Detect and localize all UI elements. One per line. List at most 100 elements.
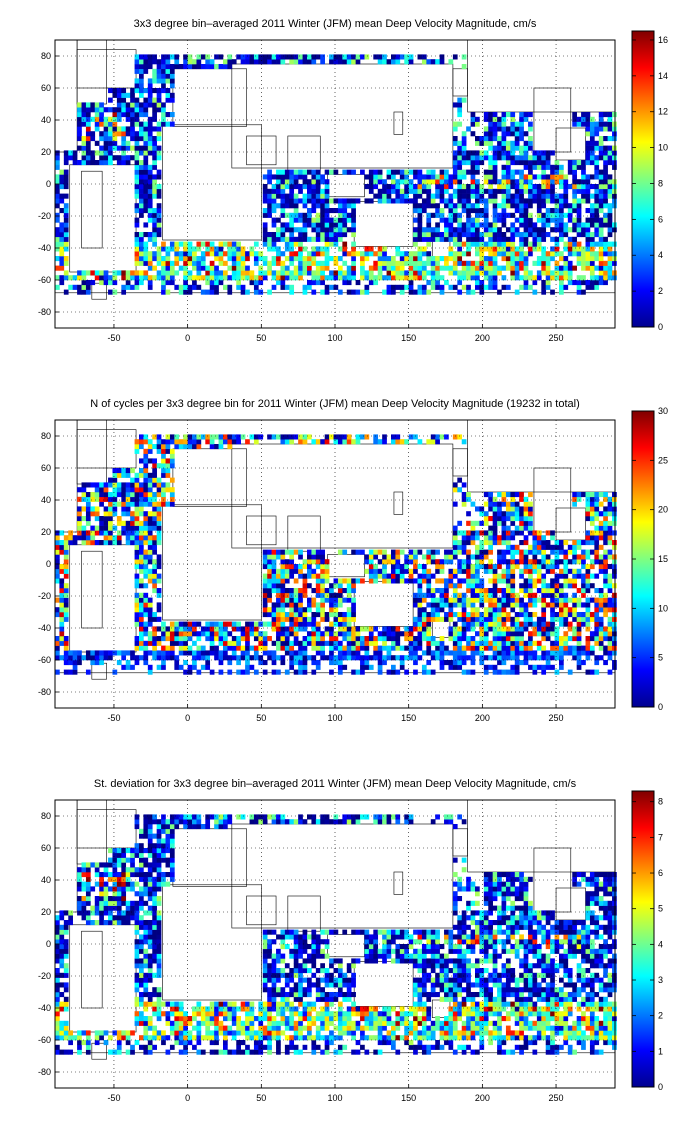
heatmap-cell bbox=[528, 174, 533, 180]
heatmap-cell bbox=[63, 559, 69, 565]
heatmap-cell bbox=[289, 664, 295, 670]
heatmap-cell bbox=[497, 184, 502, 190]
heatmap-cell bbox=[200, 289, 206, 295]
heatmap-cell bbox=[298, 54, 303, 60]
heatmap-cell bbox=[59, 540, 65, 546]
heatmap-cell bbox=[612, 150, 617, 156]
heatmap-cell bbox=[391, 169, 396, 175]
heatmap-cell bbox=[94, 102, 100, 108]
heatmap-cell bbox=[253, 241, 259, 247]
heatmap-cell bbox=[430, 597, 436, 603]
heatmap-cell bbox=[581, 602, 586, 608]
heatmap-cell bbox=[541, 621, 547, 627]
heatmap-cell bbox=[143, 554, 149, 560]
heatmap-cell bbox=[178, 645, 184, 651]
heatmap-cell bbox=[470, 188, 476, 194]
heatmap-cell bbox=[298, 227, 303, 233]
heatmap-cell bbox=[311, 280, 317, 286]
heatmap-cell bbox=[262, 660, 268, 666]
heatmap-cell bbox=[532, 246, 538, 252]
heatmap-cell bbox=[603, 217, 608, 223]
heatmap-cell bbox=[567, 184, 573, 190]
heatmap-cell bbox=[55, 554, 60, 560]
heatmap-cell bbox=[559, 607, 564, 613]
heatmap-cell bbox=[289, 275, 295, 281]
heatmap-cell bbox=[589, 251, 595, 257]
heatmap-cell bbox=[337, 645, 343, 651]
heatmap-cell bbox=[302, 626, 308, 632]
heatmap-cell bbox=[351, 439, 356, 445]
heatmap-cell bbox=[134, 535, 140, 541]
heatmap-cell bbox=[541, 535, 547, 541]
heatmap-cell bbox=[603, 184, 608, 190]
heatmap-cell bbox=[342, 645, 348, 651]
heatmap-cell bbox=[134, 160, 140, 166]
heatmap-cell bbox=[563, 578, 569, 584]
heatmap-cell bbox=[81, 525, 87, 531]
heatmap-cell bbox=[99, 112, 104, 118]
heatmap-cell bbox=[276, 174, 281, 180]
heatmap-cell bbox=[523, 236, 529, 242]
heatmap-cell bbox=[63, 588, 69, 594]
heatmap-cell bbox=[108, 540, 113, 546]
heatmap-cell bbox=[333, 54, 339, 60]
heatmap-cell bbox=[488, 568, 493, 574]
heatmap-cell bbox=[245, 289, 250, 295]
heatmap-cell bbox=[139, 468, 144, 474]
heatmap-cell bbox=[435, 602, 440, 608]
heatmap-cell bbox=[594, 535, 600, 541]
heatmap-cell bbox=[594, 140, 600, 146]
heatmap-cell bbox=[130, 112, 135, 118]
heatmap-cell bbox=[63, 227, 69, 233]
heatmap-cell bbox=[559, 655, 564, 661]
heatmap-cell bbox=[598, 655, 604, 661]
heatmap-cell bbox=[532, 554, 538, 560]
heatmap-cell bbox=[373, 193, 379, 199]
heatmap-cell bbox=[214, 275, 219, 281]
heatmap-cell bbox=[289, 212, 295, 218]
heatmap-cell bbox=[187, 260, 193, 266]
heatmap-cell bbox=[99, 487, 104, 493]
heatmap-cell bbox=[103, 160, 109, 166]
heatmap-cell bbox=[589, 516, 595, 522]
heatmap-cell bbox=[355, 669, 361, 675]
heatmap-cell bbox=[479, 616, 485, 622]
heatmap-cell bbox=[497, 621, 502, 627]
heatmap-cell bbox=[342, 631, 348, 637]
heatmap-cell bbox=[581, 188, 586, 194]
heatmap-cell bbox=[337, 246, 343, 252]
heatmap-cell bbox=[289, 597, 295, 603]
heatmap-cell bbox=[293, 203, 299, 209]
heatmap-cell bbox=[245, 251, 250, 257]
heatmap-cell bbox=[94, 660, 100, 666]
heatmap-cell bbox=[85, 506, 91, 512]
heatmap-cell bbox=[488, 184, 493, 190]
heatmap-cell bbox=[479, 246, 485, 252]
heatmap-cell bbox=[554, 564, 560, 570]
heatmap-cell bbox=[187, 444, 193, 450]
heatmap-cell bbox=[532, 184, 538, 190]
heatmap-cell bbox=[430, 592, 436, 598]
heatmap-cell bbox=[430, 212, 436, 218]
heatmap-cell bbox=[320, 631, 325, 637]
heatmap-cell bbox=[99, 492, 104, 498]
heatmap-cell bbox=[368, 169, 374, 175]
heatmap-cell bbox=[554, 592, 560, 598]
heatmap-cell bbox=[200, 256, 206, 262]
heatmap-cell bbox=[178, 265, 184, 271]
heatmap-cell bbox=[479, 260, 485, 266]
heatmap-cell bbox=[231, 645, 237, 651]
heatmap-cell bbox=[143, 520, 149, 526]
heatmap-cell bbox=[479, 280, 485, 286]
heatmap-cell bbox=[267, 260, 272, 266]
heatmap-cell bbox=[165, 73, 171, 79]
heatmap-cell bbox=[501, 246, 507, 252]
heatmap-cell bbox=[196, 645, 202, 651]
heatmap-cell bbox=[589, 540, 595, 546]
heatmap-cell bbox=[161, 59, 166, 65]
heatmap-cell bbox=[404, 193, 409, 199]
heatmap-cell bbox=[169, 73, 175, 79]
heatmap-cell bbox=[607, 150, 613, 156]
heatmap-cell bbox=[501, 655, 507, 661]
heatmap-cell bbox=[355, 549, 361, 555]
